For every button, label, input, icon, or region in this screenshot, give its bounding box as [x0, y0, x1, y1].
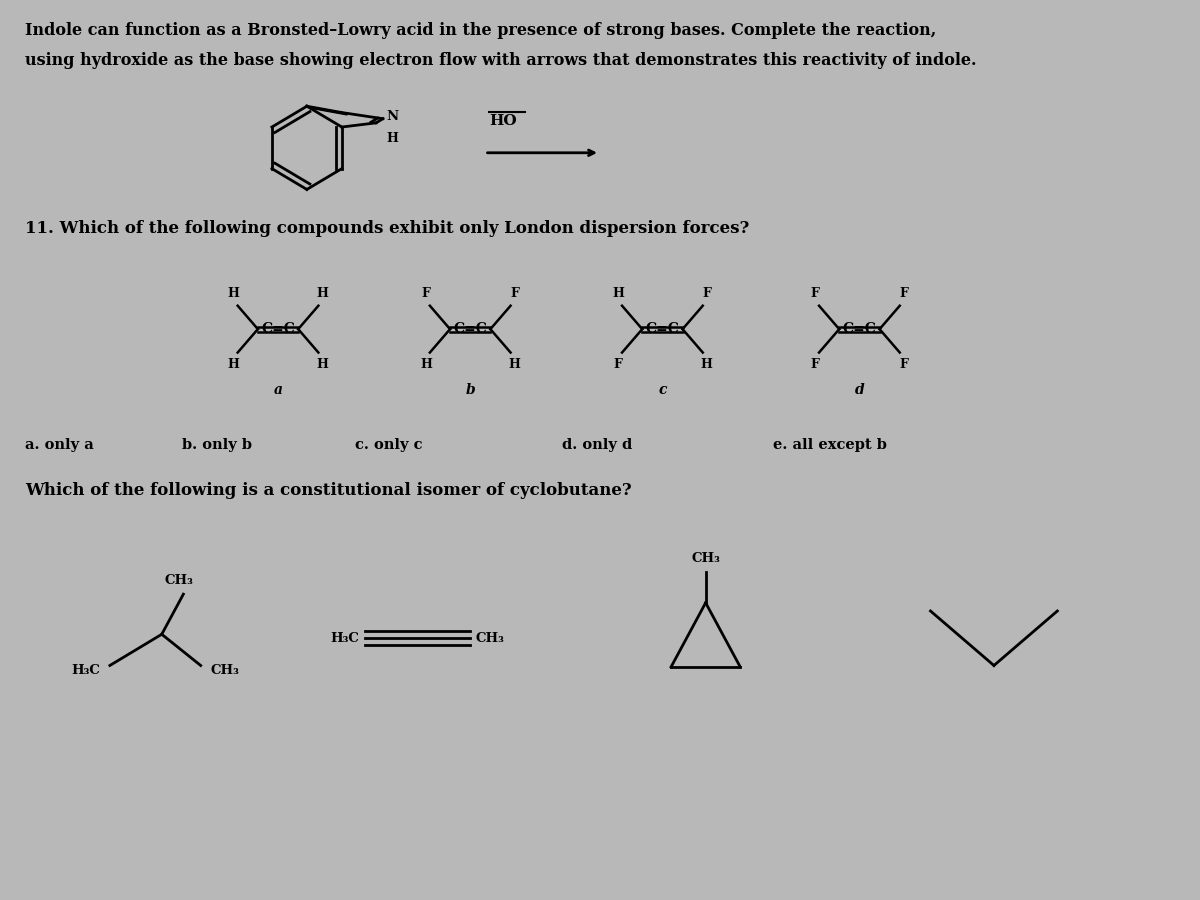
Text: using hydroxide as the base showing electron flow with arrows that demonstrates : using hydroxide as the base showing elec… [25, 51, 977, 68]
Text: Which of the following is a constitutional isomer of cyclobutane?: Which of the following is a constitution… [25, 482, 632, 499]
Text: H: H [228, 358, 240, 372]
Text: 11. Which of the following compounds exhibit only London dispersion forces?: 11. Which of the following compounds exh… [25, 220, 750, 237]
Text: HO: HO [490, 114, 517, 128]
Text: H₃C: H₃C [331, 632, 360, 644]
Text: H: H [701, 358, 713, 372]
Text: F: F [811, 287, 820, 300]
Text: H₃C: H₃C [71, 664, 101, 677]
Text: H: H [509, 358, 521, 372]
Text: F: F [899, 287, 908, 300]
Text: N: N [386, 110, 398, 123]
Text: F: F [510, 287, 518, 300]
Text: a: a [274, 382, 282, 397]
Text: e. all except b: e. all except b [773, 438, 887, 452]
Text: F: F [811, 358, 820, 372]
Text: d: d [854, 382, 864, 397]
Text: CH₃: CH₃ [691, 552, 720, 565]
Text: c: c [658, 382, 667, 397]
Text: C=C: C=C [646, 322, 679, 336]
Text: H: H [386, 132, 398, 145]
Text: Indole can function as a Bronsted–Lowry acid in the presence of strong bases. Co: Indole can function as a Bronsted–Lowry … [25, 22, 936, 39]
Text: H: H [317, 287, 328, 300]
Text: F: F [899, 358, 908, 372]
Text: a. only a: a. only a [25, 438, 94, 452]
Text: C=C: C=C [262, 322, 295, 336]
Text: CH₃: CH₃ [164, 574, 193, 587]
Text: H: H [228, 287, 240, 300]
Text: F: F [421, 287, 431, 300]
Text: H: H [420, 358, 432, 372]
Text: b. only b: b. only b [182, 438, 252, 452]
Text: C=C: C=C [454, 322, 487, 336]
Text: F: F [613, 358, 623, 372]
Text: d. only d: d. only d [562, 438, 631, 452]
Text: H: H [612, 287, 624, 300]
Text: C=C: C=C [842, 322, 876, 336]
Text: c. only c: c. only c [355, 438, 422, 452]
Text: H: H [317, 358, 328, 372]
Text: b: b [466, 382, 475, 397]
Text: CH₃: CH₃ [475, 632, 504, 644]
Text: F: F [702, 287, 712, 300]
Text: CH₃: CH₃ [210, 664, 239, 677]
